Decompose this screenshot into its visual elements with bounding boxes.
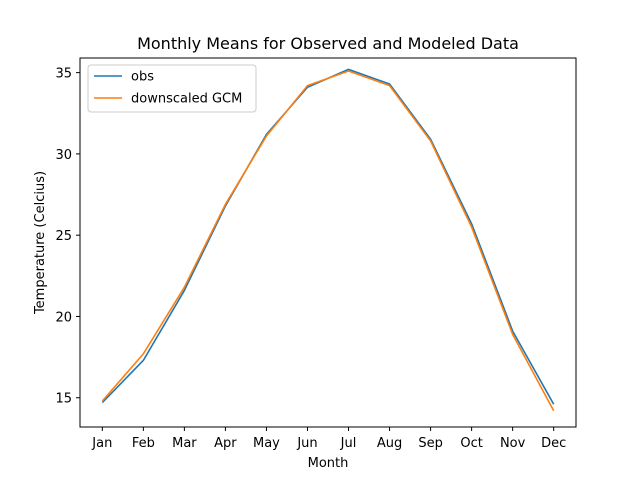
x-tick-label: Mar bbox=[172, 436, 197, 451]
y-tick-label: 30 bbox=[55, 148, 72, 163]
x-tick-label: Nov bbox=[500, 436, 526, 451]
series-line-1 bbox=[101, 70, 555, 412]
x-tick-label: Oct bbox=[460, 436, 482, 451]
plot-frame bbox=[79, 57, 577, 428]
chart-title: Monthly Means for Observed and Modeled D… bbox=[137, 34, 519, 53]
y-axis-label: Temperature (Celcius) bbox=[33, 171, 48, 315]
legend-box bbox=[87, 64, 257, 113]
y-tick-label: 20 bbox=[55, 310, 72, 325]
x-tick-label: May bbox=[253, 436, 280, 451]
x-tick-label: Dec bbox=[541, 436, 566, 451]
series-layer bbox=[101, 68, 555, 412]
x-axis: Jan Feb Mar Apr May Jun Jul Aug Sep Oct Nov Dec bbox=[91, 427, 566, 451]
x-tick-label: Sep bbox=[418, 436, 443, 451]
x-tick-label: Jul bbox=[340, 436, 357, 451]
x-axis-label: Month bbox=[308, 456, 349, 471]
series-line-0 bbox=[101, 68, 555, 405]
y-tick-label: 25 bbox=[55, 229, 72, 244]
legend-label: downscaled GCM bbox=[131, 92, 242, 107]
x-tick-label: Jun bbox=[296, 436, 317, 451]
x-tick-label: Feb bbox=[132, 436, 155, 451]
y-tick-label: 15 bbox=[55, 392, 72, 407]
x-tick-label: Apr bbox=[214, 436, 237, 451]
y-axis: 15 20 25 30 35 bbox=[55, 67, 80, 407]
legend: obs downscaled GCM bbox=[87, 64, 257, 113]
x-tick-label: Aug bbox=[377, 436, 402, 451]
x-tick-label: Jan bbox=[91, 436, 112, 451]
y-tick-label: 35 bbox=[55, 67, 72, 82]
legend-label: obs bbox=[131, 70, 154, 85]
